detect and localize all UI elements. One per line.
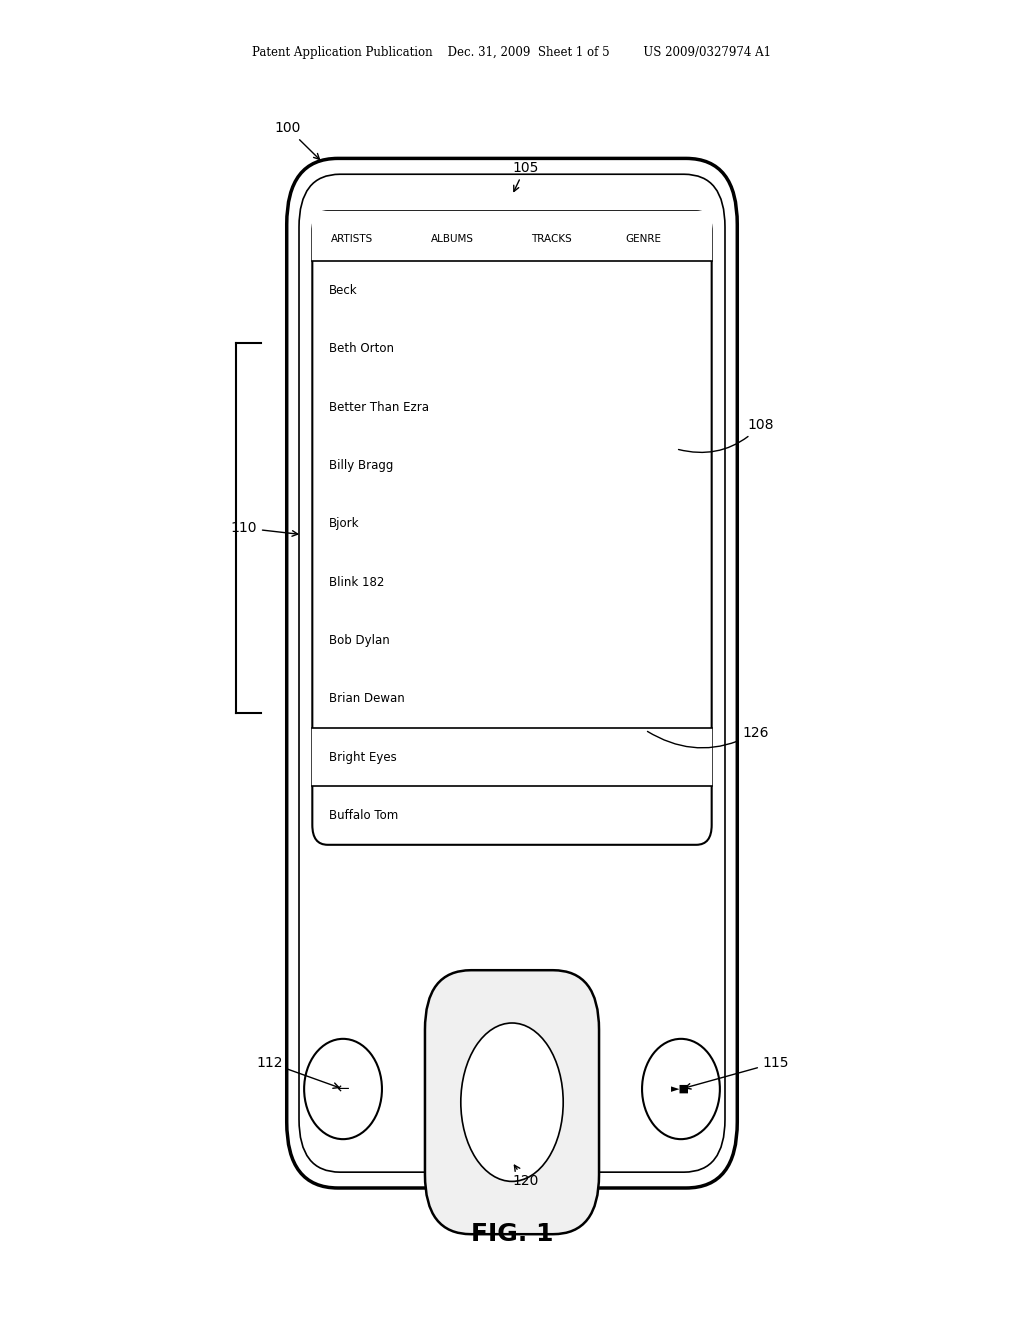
Text: 100: 100 xyxy=(274,121,319,160)
FancyBboxPatch shape xyxy=(425,970,599,1234)
Text: 110: 110 xyxy=(230,521,298,536)
Circle shape xyxy=(304,1039,382,1139)
Bar xyxy=(312,211,712,261)
Text: Patent Application Publication    Dec. 31, 2009  Sheet 1 of 5         US 2009/03: Patent Application Publication Dec. 31, … xyxy=(253,46,771,59)
Text: Bob Dylan: Bob Dylan xyxy=(329,634,389,647)
Text: GENRE: GENRE xyxy=(626,234,662,244)
Text: Billy Bragg: Billy Bragg xyxy=(329,459,393,473)
Text: FIG. 1: FIG. 1 xyxy=(471,1222,553,1246)
Text: Bjork: Bjork xyxy=(329,517,359,531)
Text: ←: ← xyxy=(337,1081,349,1097)
Text: ALBUMS: ALBUMS xyxy=(431,234,473,244)
Ellipse shape xyxy=(461,1023,563,1181)
Text: 108: 108 xyxy=(679,418,774,453)
Text: 115: 115 xyxy=(685,1056,790,1089)
Text: Buffalo Tom: Buffalo Tom xyxy=(329,809,398,822)
FancyBboxPatch shape xyxy=(312,211,712,845)
Circle shape xyxy=(642,1039,720,1139)
Text: Beck: Beck xyxy=(329,284,357,297)
Text: Brian Dewan: Brian Dewan xyxy=(329,693,404,705)
Text: 112: 112 xyxy=(256,1056,339,1088)
Text: TRACKS: TRACKS xyxy=(531,234,572,244)
Text: ►■: ►■ xyxy=(672,1084,690,1094)
Text: 105: 105 xyxy=(512,161,539,191)
Text: Bright Eyes: Bright Eyes xyxy=(329,751,396,764)
Text: 120: 120 xyxy=(512,1166,539,1188)
Text: Blink 182: Blink 182 xyxy=(329,576,384,589)
Bar xyxy=(312,729,712,787)
Text: Better Than Ezra: Better Than Ezra xyxy=(329,401,429,413)
Text: ARTISTS: ARTISTS xyxy=(331,234,374,244)
Text: Beth Orton: Beth Orton xyxy=(329,342,393,355)
FancyBboxPatch shape xyxy=(287,158,737,1188)
Text: 126: 126 xyxy=(647,726,769,748)
